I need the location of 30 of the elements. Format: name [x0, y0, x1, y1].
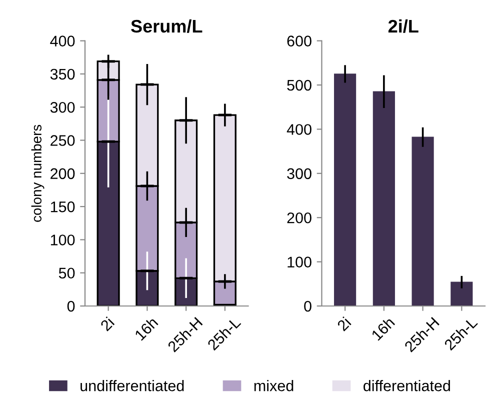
y-tick-label: 200	[287, 212, 312, 224]
bar	[450, 282, 473, 306]
legend-label: mixed	[254, 380, 294, 392]
y-tick-label: 200	[50, 168, 75, 180]
chart-title: Serum/L	[131, 19, 202, 33]
bar	[372, 91, 395, 306]
y-tick-label: 100	[50, 234, 75, 246]
legend-label: differentiated	[364, 380, 450, 392]
y-axis-title: colony numbers	[31, 124, 44, 222]
x-tick-label: 2i	[100, 316, 115, 332]
y-tick-label: 500	[287, 80, 312, 91]
bar	[334, 74, 356, 306]
y-tick-label: 100	[288, 256, 312, 268]
x-tick-label: 16h	[134, 316, 158, 341]
y-tick-label: 50	[58, 268, 75, 279]
y-tick-label: 0	[67, 300, 75, 312]
y-tick-label: 300	[287, 168, 312, 180]
y-tick-label: 0	[304, 300, 312, 312]
y-tick-label: 250	[50, 135, 75, 146]
bar	[412, 136, 434, 306]
y-tick-label: 400	[50, 36, 75, 46]
y-tick-label: 600	[287, 36, 312, 46]
chart-title: 2i/L	[388, 19, 418, 33]
y-tick-label: 400	[286, 124, 312, 135]
legend-label: undifferentiated	[80, 380, 184, 392]
x-tick-label: 16h	[370, 316, 396, 341]
y-tick-label: 150	[50, 201, 75, 212]
x-tick-label: 2i	[336, 316, 352, 332]
y-tick-label: 300	[50, 102, 75, 113]
y-tick-label: 350	[50, 68, 75, 80]
